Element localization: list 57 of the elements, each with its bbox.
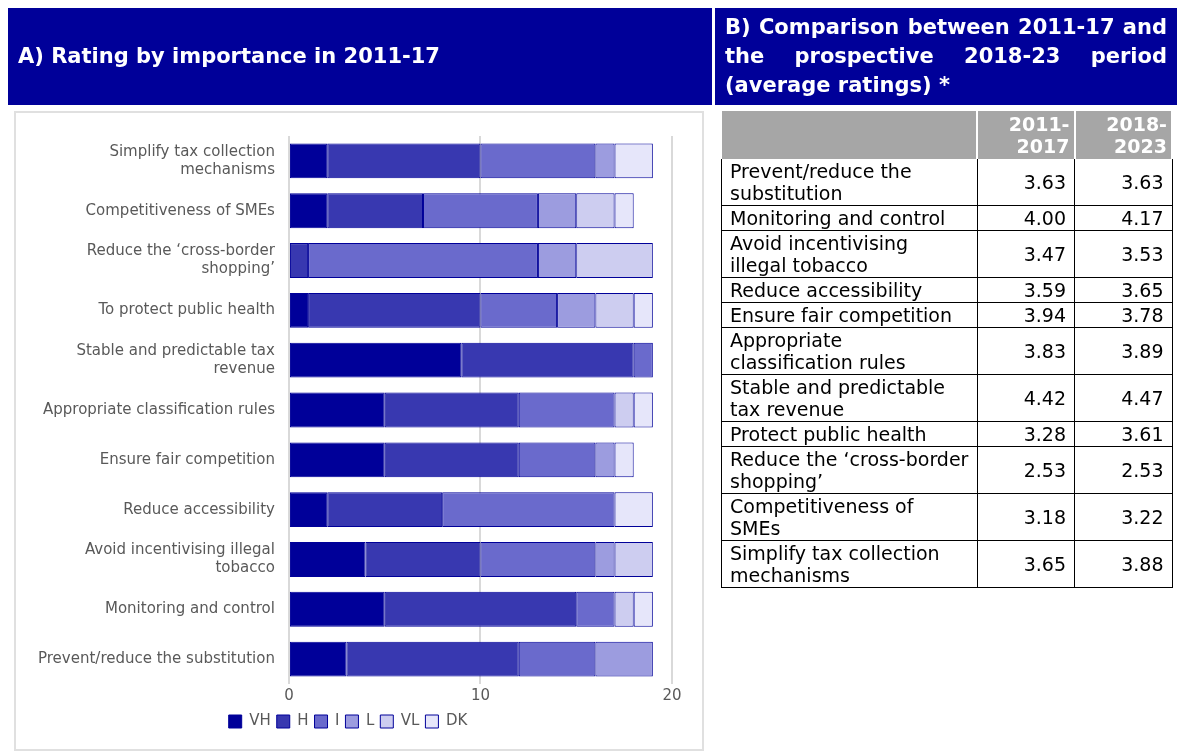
data-label: 3.83 bbox=[977, 327, 1075, 375]
category-label: Prevent/reduce the substitution bbox=[721, 159, 978, 206]
category-label: Protect public health bbox=[721, 421, 978, 447]
y-tick-label: Reduce the ‘cross-border shopping’ bbox=[86, 241, 276, 278]
chart-title: A) Rating by importance in 2011-17 bbox=[8, 8, 712, 105]
legend-label: VH bbox=[249, 711, 271, 730]
x-tick-label: 20 bbox=[662, 685, 682, 704]
x-tick-label: 10 bbox=[470, 685, 491, 704]
data-label: 4.47 bbox=[1074, 374, 1172, 422]
data-label: 3.88 bbox=[1074, 540, 1172, 588]
data-label: 3.65 bbox=[977, 540, 1075, 588]
data-label: 3.22 bbox=[1074, 493, 1172, 541]
category-label: Competitiveness of SMEs bbox=[721, 493, 978, 541]
y-tick-label: Monitoring and control bbox=[104, 599, 275, 618]
category-label: Avoid incentivising illegal tobacco bbox=[721, 230, 978, 278]
y-tick-label: Ensure fair competition bbox=[99, 449, 275, 468]
legend-label: VL bbox=[400, 711, 421, 730]
category-label: Reduce accessibility bbox=[721, 277, 978, 303]
legend-label: H bbox=[297, 711, 309, 730]
y-tick-label: Appropriate classification rules bbox=[43, 399, 276, 418]
data-label: 3.63 bbox=[1074, 159, 1172, 206]
y-tick-label: Competitiveness of SMEs bbox=[85, 200, 276, 219]
y-tick-label: Simplify tax collection mechanisms bbox=[109, 141, 276, 178]
category-label: Appropriate classification rules bbox=[721, 327, 978, 375]
data-label: 3.78 bbox=[1074, 302, 1172, 328]
data-label: 3.89 bbox=[1074, 327, 1172, 375]
data-label: 3.65 bbox=[1074, 277, 1172, 303]
category-label: Reduce the ‘cross-border shopping’ bbox=[721, 446, 978, 494]
data-label: 3.61 bbox=[1074, 421, 1172, 447]
y-tick-label: Stable and predictable tax revenue bbox=[76, 341, 276, 378]
data-label: 4.17 bbox=[1074, 205, 1172, 231]
y-tick-label: Avoid incentivising illegal tobacco bbox=[84, 540, 275, 577]
y-tick-label: Reduce accessibility bbox=[123, 499, 276, 518]
legend-label: DK bbox=[445, 711, 469, 730]
category-label: Monitoring and control bbox=[721, 205, 978, 231]
x-tick-label: 0 bbox=[284, 685, 294, 704]
y-tick-label: To protect public health bbox=[97, 300, 275, 319]
data-label: 2.53 bbox=[1074, 446, 1172, 494]
data-label: 3.28 bbox=[977, 421, 1075, 447]
legend-label: L bbox=[365, 711, 375, 730]
legend-label: I bbox=[335, 711, 340, 730]
y-tick-label: Prevent/reduce the substitution bbox=[37, 648, 275, 667]
category-label: Simplify tax collection mechanisms bbox=[721, 540, 978, 588]
text: 2011-2017 bbox=[977, 111, 1075, 159]
data-label: 2.53 bbox=[977, 446, 1075, 494]
text: B) Comparison between 2011-17 and the prospective 2018-23 period (average ratings) * bbox=[715, 8, 1177, 105]
data-label: 3.59 bbox=[977, 277, 1075, 303]
data-label: 3.47 bbox=[977, 230, 1075, 278]
data-label: 3.63 bbox=[977, 159, 1075, 206]
data-label: 3.18 bbox=[977, 493, 1075, 541]
data-label: 3.94 bbox=[977, 302, 1075, 328]
data-label: 3.53 bbox=[1074, 230, 1172, 278]
data-label: 4.42 bbox=[977, 374, 1075, 422]
category-label: Ensure fair competition bbox=[721, 302, 978, 328]
data-label: 4.00 bbox=[977, 205, 1075, 231]
text: 2018-2023 bbox=[1074, 111, 1172, 159]
category-label: Stable and predictable tax revenue bbox=[721, 374, 978, 422]
